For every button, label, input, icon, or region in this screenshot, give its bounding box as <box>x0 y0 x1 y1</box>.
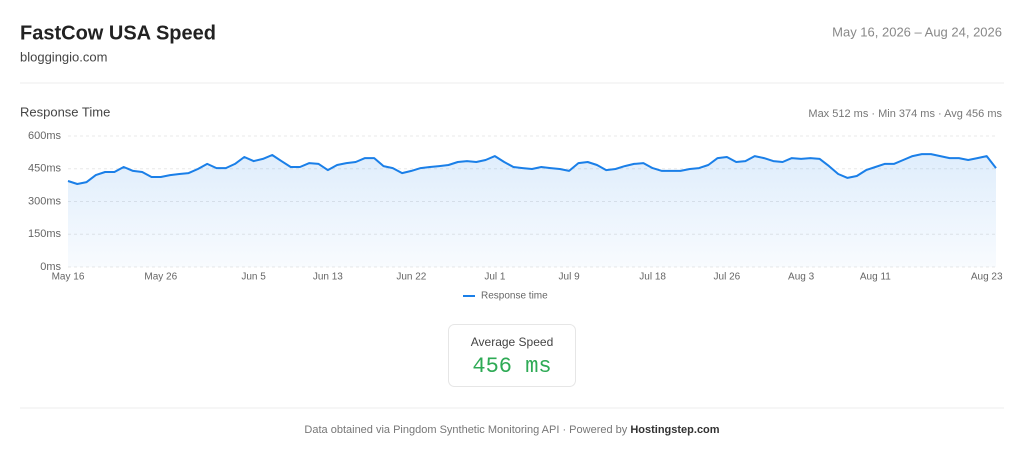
date-range: May 16, 2026 – Aug 24, 2026 <box>832 24 1002 39</box>
site-name: bloggingio.com <box>20 49 107 64</box>
x-tick-label: Aug 3 <box>788 272 815 283</box>
average-card <box>448 324 576 387</box>
footer-link[interactable]: Hostingstep.com <box>630 424 719 436</box>
y-tick-label: 450ms <box>28 163 62 175</box>
chart-stats: Max 512 ms · Min 374 ms · Avg 456 ms <box>808 108 1002 120</box>
chart-title: Response Time <box>20 104 110 119</box>
x-tick-label: Jun 5 <box>241 272 266 283</box>
x-tick-label: May 26 <box>144 272 177 283</box>
card-label: Average Speed <box>471 335 554 349</box>
x-tick-label: May 16 <box>52 272 85 283</box>
legend-label: Response time <box>481 291 548 302</box>
y-tick-label: 0ms <box>40 261 61 273</box>
area <box>68 154 996 267</box>
x-tick-label: Jul 1 <box>484 272 506 283</box>
y-tick-label: 300ms <box>28 195 62 207</box>
plot: 0ms 150ms 300ms 450ms 600ms May 16 May 26 Jun 5… <box>28 130 1003 302</box>
x-tick-label: Jul 18 <box>639 272 666 283</box>
footer: Data obtained via Pingdom Synthetic Moni… <box>304 424 719 436</box>
card-value: 456 ms <box>472 354 551 379</box>
y-tick-label: 600ms <box>28 130 62 142</box>
x-tick-label: Aug 23 <box>971 272 1003 283</box>
y-tick-label: 150ms <box>28 228 62 240</box>
line <box>67 153 997 185</box>
x-tick-label: Jul 9 <box>559 272 581 283</box>
x-tick-label: Jul 26 <box>714 272 741 283</box>
x-tick-label: Aug 11 <box>860 272 891 283</box>
x-tick-label: Jun 22 <box>396 272 426 283</box>
page-title: FastCow USA Speed <box>20 22 216 44</box>
footer-text: Data obtained via Pingdom Synthetic Moni… <box>304 424 630 436</box>
x-tick-label: Jun 13 <box>313 272 343 283</box>
